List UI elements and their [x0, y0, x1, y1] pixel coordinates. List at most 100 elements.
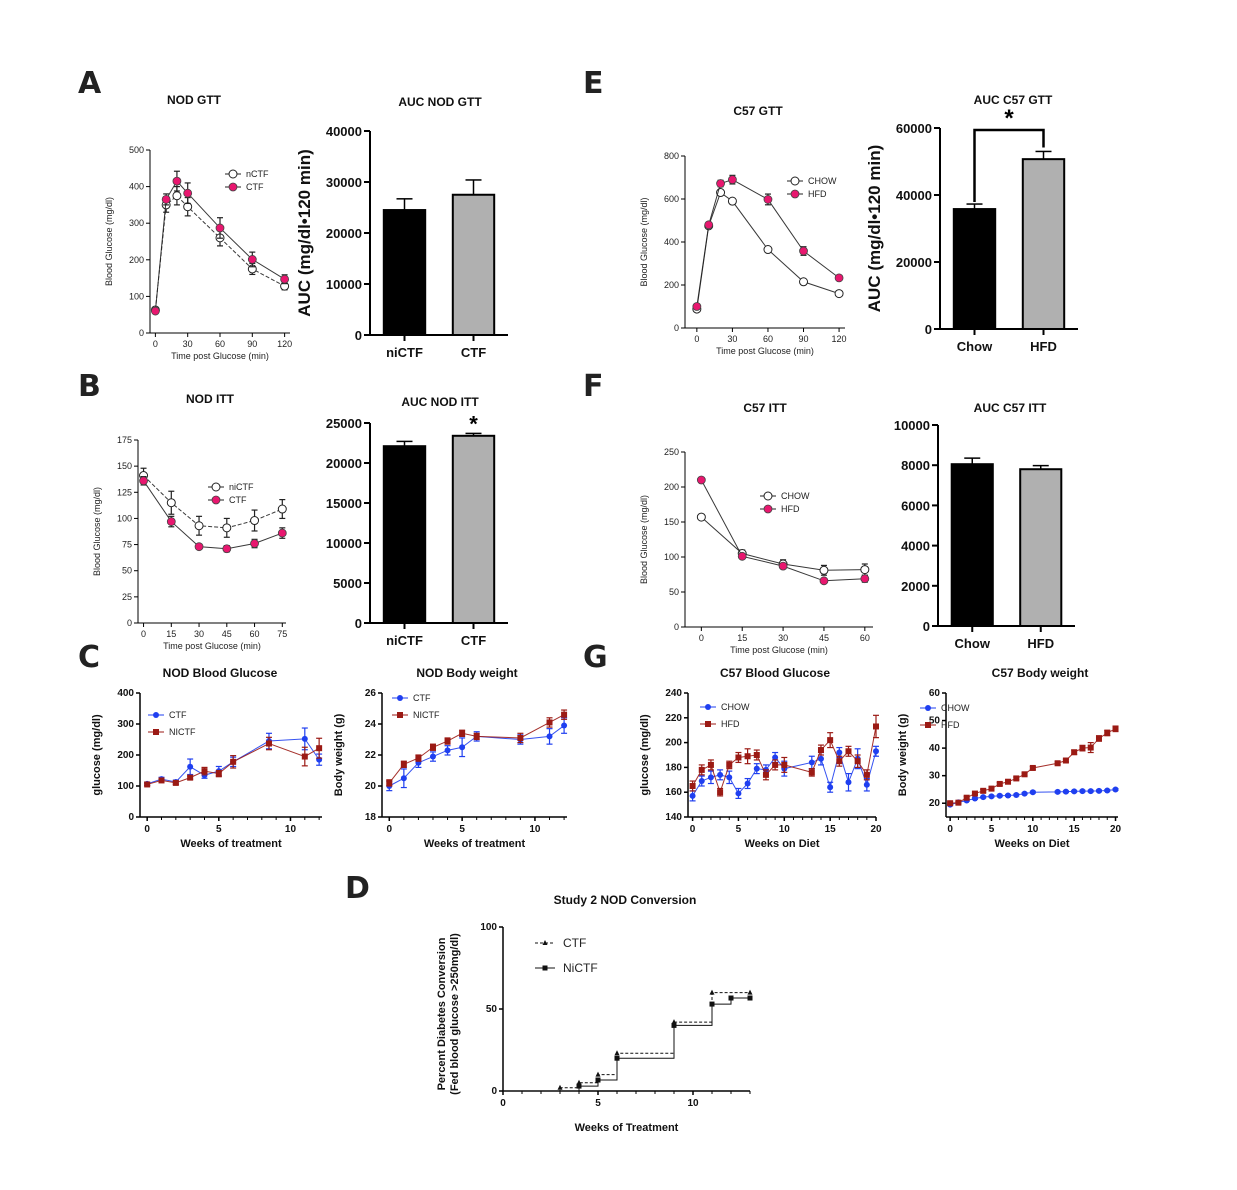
panel-label-c: C	[78, 640, 100, 675]
x-tick-label: 10	[529, 824, 541, 835]
x-tick-label: 15	[737, 633, 747, 643]
y-tick-label: 25	[122, 592, 132, 602]
legend-label: HFD	[781, 504, 800, 514]
legend-item: niCTF	[208, 482, 254, 492]
y-tick-label: 40000	[896, 188, 932, 203]
legend-marker	[790, 176, 800, 186]
series-nictf	[139, 467, 287, 538]
data-point	[576, 1083, 582, 1089]
x-tick-label: 10	[1027, 824, 1039, 835]
legend-label: nCTF	[246, 169, 269, 179]
data-point	[429, 753, 436, 760]
data-point	[166, 498, 176, 508]
chart-title: Study 2 NOD Conversion	[554, 893, 697, 907]
series-nictf	[144, 736, 323, 788]
data-point	[144, 781, 151, 788]
significance-star: *	[469, 411, 478, 436]
legend-label: HFD	[941, 720, 960, 730]
x-tick-label: 0	[690, 824, 696, 835]
x-tick-label: 5	[989, 824, 995, 835]
panel-label-d: D	[345, 871, 370, 906]
legend-item: nCTF	[225, 169, 269, 179]
data-point	[1005, 778, 1012, 785]
data-point	[996, 792, 1003, 799]
bar	[950, 463, 994, 627]
data-point	[1087, 744, 1094, 751]
chart-title: C57 ITT	[743, 401, 787, 415]
x-tick-label: 15	[166, 629, 176, 639]
data-point	[172, 191, 182, 201]
data-point	[963, 794, 970, 801]
legend-marker	[705, 704, 711, 710]
legend-label: HFD	[808, 189, 827, 199]
y-tick-label: 400	[117, 688, 134, 699]
x-axis-label: Weeks of Treatment	[575, 1122, 679, 1134]
chart-title: C57 Body weight	[992, 666, 1089, 680]
data-point	[1005, 792, 1012, 799]
y-axis-label: Blood Glucose (mg/dl)	[639, 197, 649, 286]
chart-title: C57 GTT	[733, 104, 783, 118]
series-ctf	[139, 476, 287, 554]
x-tick-label: 120	[832, 334, 847, 344]
legend-label: NICTF	[169, 727, 196, 737]
legend-marker	[211, 482, 221, 492]
data-point	[845, 779, 852, 786]
y-tick-label: 50	[669, 587, 679, 597]
chart-auc-nod-gtt: AUC NOD GTT 0 10000 20000 30000 40000 AUC (mg/…	[295, 95, 508, 360]
series-nictf	[386, 709, 568, 787]
y-tick-label: 30	[929, 771, 941, 782]
chart-nod-conversion: Study 2 NOD Conversion 0 50 100 0 5 10 Weeks of…	[436, 893, 753, 1134]
chart-title: AUC NOD ITT	[401, 395, 479, 409]
x-tick-label: 60	[860, 633, 870, 643]
data-point	[386, 779, 393, 786]
data-point	[166, 517, 176, 526]
series-ctf	[503, 989, 753, 1092]
data-point	[1054, 760, 1061, 767]
series-chow	[692, 188, 844, 314]
data-point	[980, 787, 987, 794]
chart-auc-c57-gtt: AUC C57 GTT 0 20000 40000 60000 AUC (mg/dl•12…	[865, 93, 1078, 354]
y-tick-label: 0	[674, 323, 679, 333]
data-point	[459, 744, 466, 751]
y-tick-label: 200	[129, 255, 144, 265]
y-tick-label: 26	[365, 688, 377, 699]
x-tick-label: 45	[819, 633, 829, 643]
y-tick-label: 10000	[894, 418, 930, 433]
data-point	[717, 771, 724, 778]
series-line	[147, 742, 320, 785]
y-tick-label: 200	[664, 280, 679, 290]
y-tick-label: 15000	[326, 496, 362, 511]
chart-auc-c57-itt: AUC C57 ITT 0 2000 4000 6000 8000 10000 Chow HFD	[894, 401, 1075, 651]
y-axis-label: Body weight (g)	[333, 713, 345, 796]
data-point	[561, 722, 568, 729]
y-axis-label: Percent Diabetes Conversion	[436, 937, 448, 1090]
data-point	[860, 574, 870, 584]
panel-label-a: A	[78, 66, 102, 101]
series-line	[388, 714, 565, 784]
y-tick-label: 0	[355, 328, 362, 343]
data-point	[728, 995, 734, 1001]
x-tick-label: 120	[277, 339, 292, 349]
y-tick-label: 150	[117, 461, 132, 471]
y-tick-label: 0	[127, 618, 132, 628]
y-tick-label: 500	[129, 145, 144, 155]
legend-marker	[153, 712, 159, 718]
data-point	[150, 306, 160, 316]
series-hfd	[947, 725, 1119, 807]
legend-marker	[211, 495, 221, 505]
data-point	[557, 1084, 563, 1090]
y-tick-label: 0	[674, 622, 679, 632]
x-tick-label: 5	[595, 1098, 601, 1109]
y-tick-label: 150	[664, 517, 679, 527]
data-point	[222, 523, 232, 533]
data-point	[187, 763, 194, 770]
x-tick-label: 5	[459, 824, 465, 835]
chart-title: NOD Blood Glucose	[163, 666, 278, 680]
data-point	[1021, 771, 1028, 778]
data-point	[781, 761, 788, 768]
data-point	[1071, 788, 1078, 795]
x-axis-label: Time post Glucose (min)	[163, 641, 261, 651]
data-point	[1104, 787, 1111, 794]
data-point	[595, 1077, 601, 1083]
y-tick-label: 4000	[901, 539, 930, 554]
